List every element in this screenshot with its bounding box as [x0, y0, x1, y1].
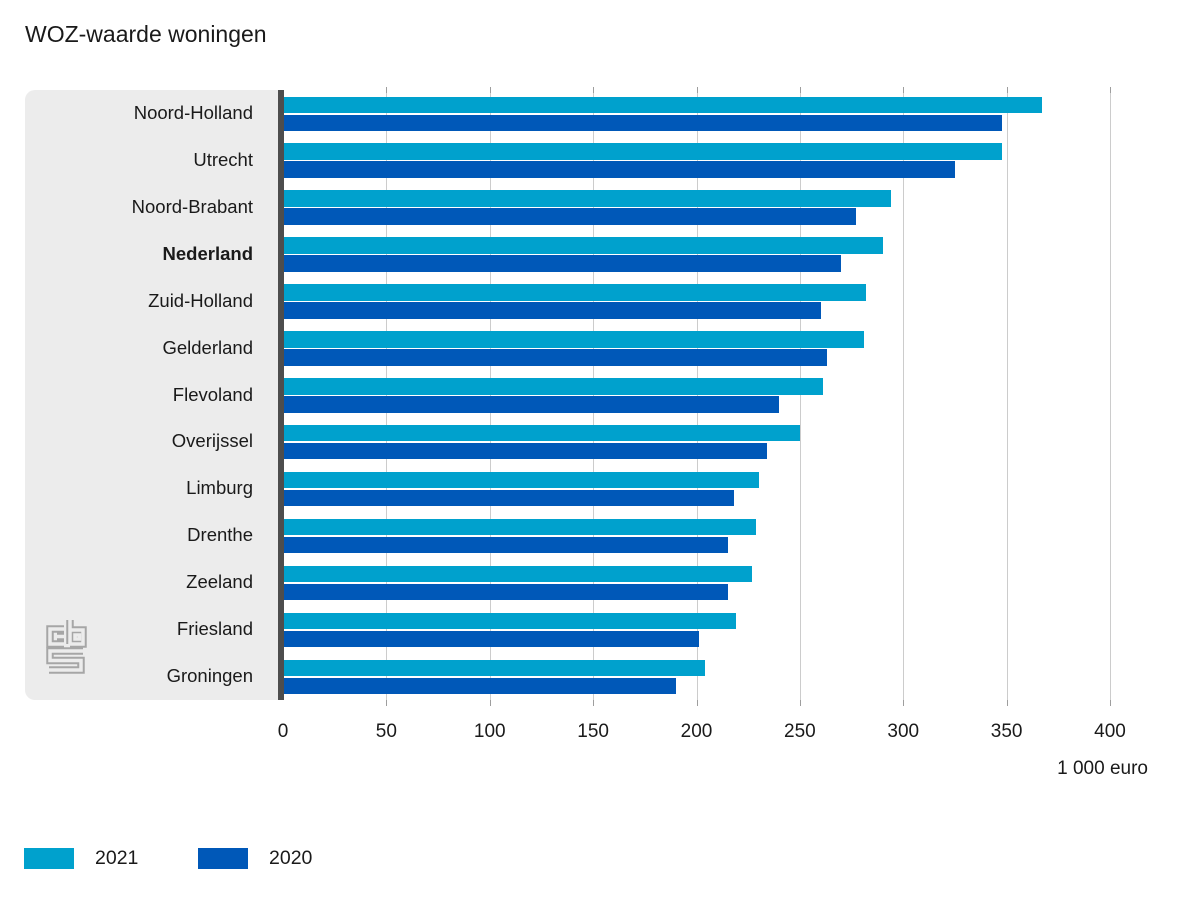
gridline-100 — [489, 90, 491, 700]
bar-2020-noord-holland[interactable] — [284, 114, 1003, 131]
category-label-noord-brabant: Noord-Brabant — [131, 195, 253, 217]
bar-2020-limburg[interactable] — [284, 489, 734, 507]
legend-label-2020: 2020 — [269, 847, 313, 869]
category-label-friesland: Friesland — [176, 618, 253, 640]
tick-mark-bottom-350 — [1006, 700, 1008, 706]
bar-2021-zeeland[interactable] — [284, 565, 753, 583]
category-label-zuid-holland: Zuid-Holland — [148, 289, 253, 311]
gridline-350 — [1006, 90, 1008, 700]
gridline-300 — [903, 90, 905, 700]
x-tick-label-400: 400 — [1094, 721, 1126, 742]
category-label-panel — [25, 90, 278, 700]
x-tick-label-150: 150 — [577, 721, 609, 742]
category-label-gelderland: Gelderland — [162, 336, 253, 358]
bar-2020-groningen[interactable] — [284, 677, 676, 695]
bar-2021-noord-holland[interactable] — [284, 96, 1042, 113]
tick-mark-bottom-100 — [489, 700, 491, 706]
category-label-overijssel: Overijssel — [171, 430, 253, 452]
bar-2021-overijssel[interactable] — [284, 424, 800, 442]
x-tick-label-50: 50 — [375, 721, 397, 742]
category-label-flevoland: Flevoland — [172, 383, 253, 405]
bar-2021-flevoland[interactable] — [284, 378, 823, 395]
tick-mark-top-300 — [903, 87, 905, 93]
x-tick-label-100: 100 — [473, 721, 506, 742]
gridline-150 — [593, 90, 595, 700]
tick-mark-top-100 — [489, 87, 491, 93]
bar-2020-gelderland[interactable] — [284, 349, 827, 366]
x-tick-label-250: 250 — [784, 721, 816, 742]
bar-2020-zuid-holland[interactable] — [284, 302, 821, 319]
bar-2020-zeeland[interactable] — [284, 583, 728, 601]
gridline-50 — [386, 90, 388, 700]
bar-2021-drenthe[interactable] — [284, 518, 757, 536]
tick-mark-top-200 — [696, 87, 698, 93]
tick-mark-bottom-400 — [1110, 700, 1111, 706]
x-tick-label-0: 0 — [277, 721, 289, 742]
bar-2020-nederland[interactable] — [284, 255, 842, 272]
tick-mark-bottom-50 — [386, 700, 388, 706]
tick-mark-bottom-250 — [799, 700, 801, 706]
y-axis-line — [278, 90, 284, 700]
x-axis-unit-label: 1 000 euro — [1057, 758, 1148, 779]
bar-2020-friesland[interactable] — [284, 630, 699, 648]
tick-mark-top-50 — [386, 87, 388, 93]
gridline-250 — [799, 90, 801, 700]
bar-2020-noord-brabant[interactable] — [284, 208, 856, 225]
x-tick-label-350: 350 — [990, 721, 1023, 742]
tick-mark-bottom-200 — [696, 700, 698, 706]
tick-mark-bottom-150 — [593, 700, 595, 706]
legend-swatch-2021 — [24, 848, 74, 869]
bar-2021-utrecht[interactable] — [284, 143, 1003, 160]
bar-2020-overijssel[interactable] — [284, 442, 767, 460]
tick-mark-top-350 — [1006, 87, 1008, 93]
category-label-drenthe: Drenthe — [187, 524, 253, 546]
category-label-groningen: Groningen — [166, 665, 253, 687]
legend-swatch-2020 — [198, 848, 248, 869]
x-tick-label-200: 200 — [680, 721, 713, 742]
category-label-limburg: Limburg — [186, 477, 253, 499]
bar-2020-flevoland[interactable] — [284, 396, 780, 413]
bar-2021-nederland[interactable] — [284, 237, 883, 254]
category-label-nederland: Nederland — [162, 242, 253, 264]
tick-mark-bottom-300 — [903, 700, 905, 706]
tick-mark-top-150 — [593, 87, 595, 93]
gridline-200 — [696, 90, 698, 700]
bar-2021-zuid-holland[interactable] — [284, 284, 867, 301]
tick-mark-top-400 — [1110, 87, 1111, 93]
tick-mark-top-250 — [799, 87, 801, 93]
x-tick-label-300: 300 — [887, 721, 920, 742]
bar-2021-gelderland[interactable] — [284, 331, 864, 348]
bar-2021-groningen[interactable] — [284, 659, 705, 677]
bar-2021-noord-brabant[interactable] — [284, 190, 891, 207]
bar-2021-friesland[interactable] — [284, 612, 736, 630]
gridline-400 — [1110, 90, 1111, 700]
category-label-utrecht: Utrecht — [193, 148, 253, 170]
legend-label-2021: 2021 — [95, 847, 139, 869]
category-label-zeeland: Zeeland — [186, 571, 253, 593]
category-label-noord-holland: Noord-Holland — [133, 102, 253, 123]
bar-2021-limburg[interactable] — [284, 471, 759, 489]
cbs-logo — [46, 620, 87, 674]
chart-title: WOZ-waarde woningen — [25, 21, 267, 47]
bar-2020-drenthe[interactable] — [284, 536, 728, 554]
bar-2020-utrecht[interactable] — [284, 161, 955, 178]
